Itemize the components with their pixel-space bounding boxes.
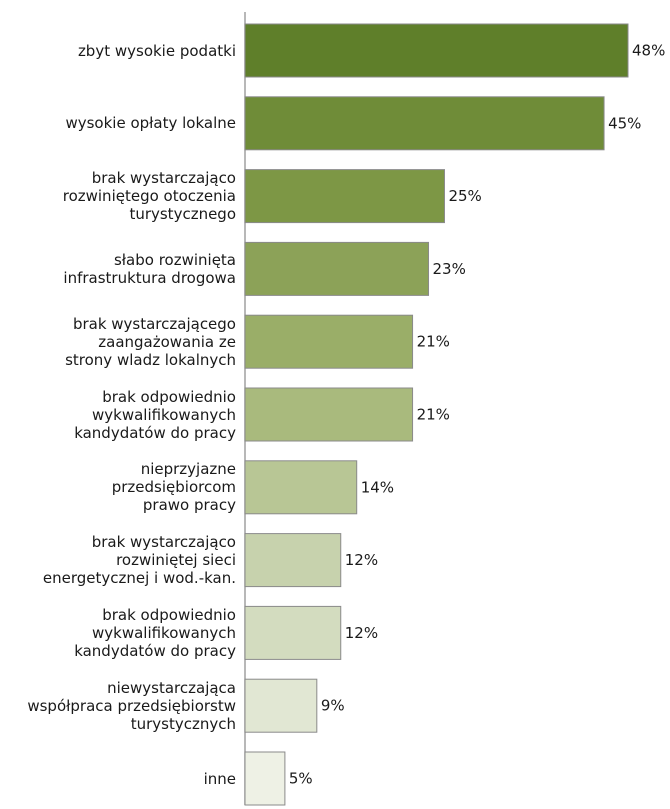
value-label-10: 5% — [289, 770, 313, 788]
value-label-7: 12% — [345, 551, 378, 569]
value-label-1: 45% — [608, 114, 641, 132]
category-label-10: inne — [203, 769, 236, 788]
value-label-8: 12% — [345, 624, 378, 642]
category-label-9: niewystarczająca współpraca przedsiębior… — [27, 678, 236, 733]
category-label-5: brak odpowiednio wykwalifikowanych kandy… — [74, 387, 236, 442]
category-label-7: brak wystarczająco rozwiniętej sieci ene… — [42, 533, 236, 588]
value-label-6: 14% — [361, 478, 394, 496]
bar-7 — [244, 533, 342, 588]
bar-8 — [244, 605, 342, 660]
category-label-0: zbyt wysokie podatki — [77, 41, 236, 60]
bar-6 — [244, 460, 358, 515]
value-label-3: 23% — [433, 260, 466, 278]
category-label-6: nieprzyjazne przedsiębiorcom prawo pracy — [111, 460, 236, 515]
bar-0 — [244, 23, 629, 78]
bar-2 — [244, 169, 445, 224]
value-label-0: 48% — [632, 42, 665, 60]
bar-9 — [244, 678, 318, 733]
bar-4 — [244, 314, 414, 369]
category-label-1: wysokie opłaty lokalne — [65, 114, 236, 133]
category-label-4: brak wystarczającego zaangażowania ze st… — [65, 314, 236, 369]
bar-3 — [244, 241, 430, 296]
value-label-9: 9% — [321, 697, 345, 715]
value-label-2: 25% — [448, 187, 481, 205]
category-label-2: brak wystarczająco rozwiniętego otoczeni… — [62, 169, 236, 224]
bar-5 — [244, 387, 414, 442]
category-label-3: słabo rozwinięta infrastruktura drogowa — [63, 250, 236, 287]
value-label-4: 21% — [417, 333, 450, 351]
bar-10 — [244, 751, 286, 806]
category-label-8: brak odpowiednio wykwalifikowanych kandy… — [74, 605, 236, 660]
bar-1 — [244, 96, 605, 151]
value-label-5: 21% — [417, 406, 450, 424]
